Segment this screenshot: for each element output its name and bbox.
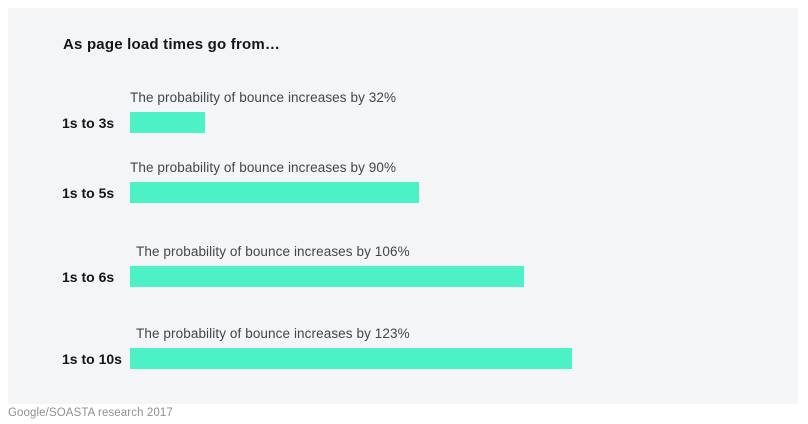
chart-row: The probability of bounce increases by 1… (8, 326, 798, 369)
bar-annotation: The probability of bounce increases by 1… (136, 244, 410, 259)
chart-row: The probability of bounce increases by 3… (8, 90, 798, 133)
bar-annotation: The probability of bounce increases by 1… (136, 326, 410, 341)
category-label: 1s to 5s (62, 184, 115, 201)
source-caption: Google/SOASTA research 2017 (8, 407, 173, 419)
bar-annotation: The probability of bounce increases by 9… (130, 160, 397, 175)
bar-line: 1s to 3s (8, 112, 798, 133)
chart-row: The probability of bounce increases by 1… (8, 244, 798, 287)
chart-row: The probability of bounce increases by 9… (8, 160, 798, 203)
bar (130, 182, 419, 203)
chart-title: As page load times go from… (63, 36, 281, 53)
bar-annotation: The probability of bounce increases by 3… (130, 90, 397, 105)
bar (130, 266, 524, 287)
category-label: 1s to 6s (62, 268, 115, 285)
bar-line: 1s to 10s (8, 348, 798, 369)
category-label: 1s to 3s (62, 114, 115, 131)
bar-line: 1s to 6s (8, 266, 798, 287)
chart-panel: As page load times go from… The probabil… (8, 8, 798, 404)
bar-line: 1s to 5s (8, 182, 798, 203)
bar (130, 348, 572, 369)
category-label: 1s to 10s (62, 350, 122, 367)
bar (130, 112, 205, 133)
